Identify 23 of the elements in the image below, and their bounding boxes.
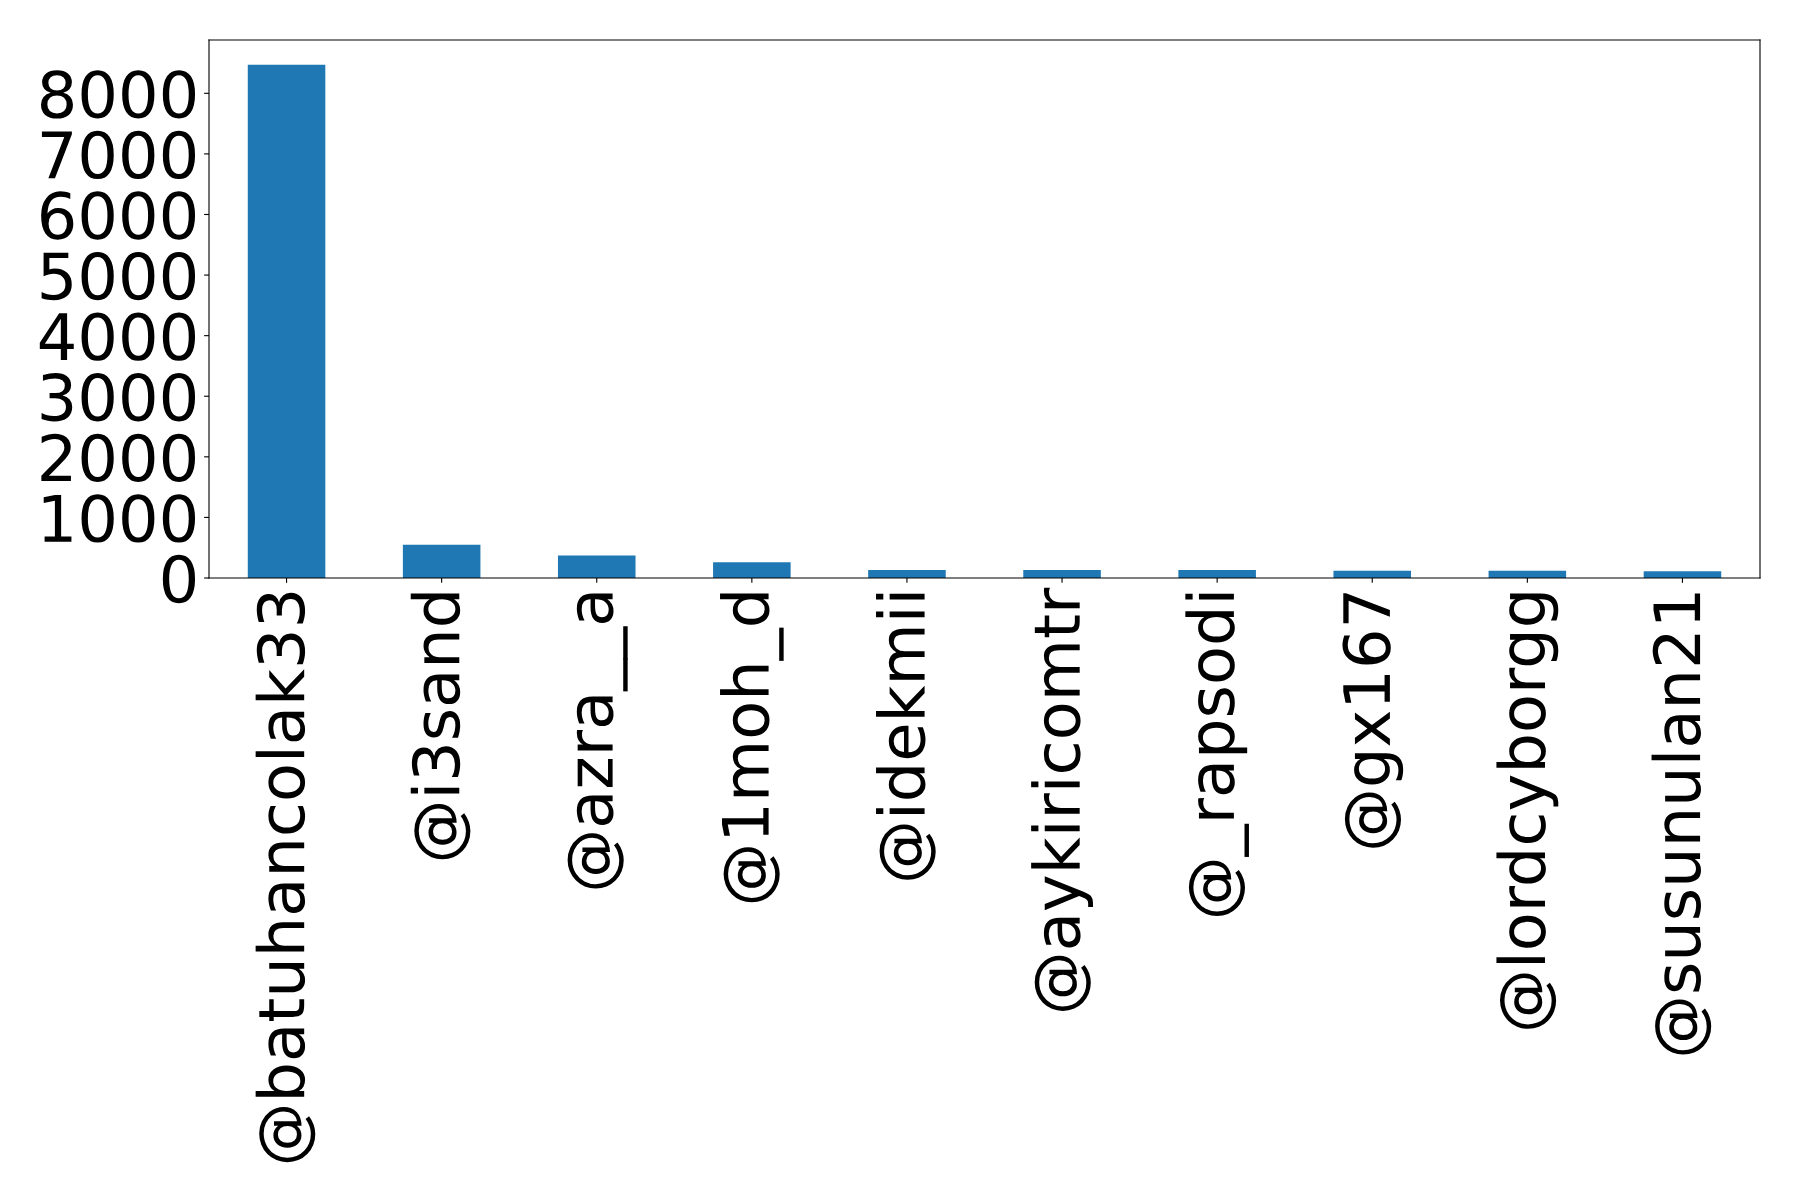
y-tick-label: 2000 (41, 433, 196, 483)
x-tick-label: @azra__a (567, 593, 628, 889)
bar (713, 562, 791, 578)
bar (402, 544, 481, 578)
y-tick-label: 7000 (41, 130, 196, 180)
y-tick-label: 0 (162, 554, 196, 604)
y-tick-label: 4000 (39, 312, 196, 361)
bar (247, 64, 326, 578)
x-tick-label: @1moh_d (720, 593, 784, 903)
y-tick-label: 5000 (41, 251, 196, 301)
x-tick-label: @_rapsodi (1185, 593, 1249, 916)
bar (557, 555, 636, 578)
y-tick-label: 3000 (41, 373, 196, 422)
x-tick-label: @lordcyborgg (1496, 593, 1559, 1029)
x-tick-label: @aykiricomtr (1031, 587, 1093, 1011)
x-tick-label: @i3sand (410, 593, 471, 860)
x-tick-label: @susunulan21 (1651, 593, 1712, 1055)
y-tick-label: 8000 (41, 70, 196, 119)
y-tick-label: 1000 (43, 494, 196, 543)
x-tick-label: @gx167 (1342, 593, 1404, 848)
x-tick-label: @idekmii (876, 593, 936, 880)
x-tick-label: @batuhancolak33 (255, 592, 316, 1163)
y-tick-label: 6000 (41, 191, 196, 240)
